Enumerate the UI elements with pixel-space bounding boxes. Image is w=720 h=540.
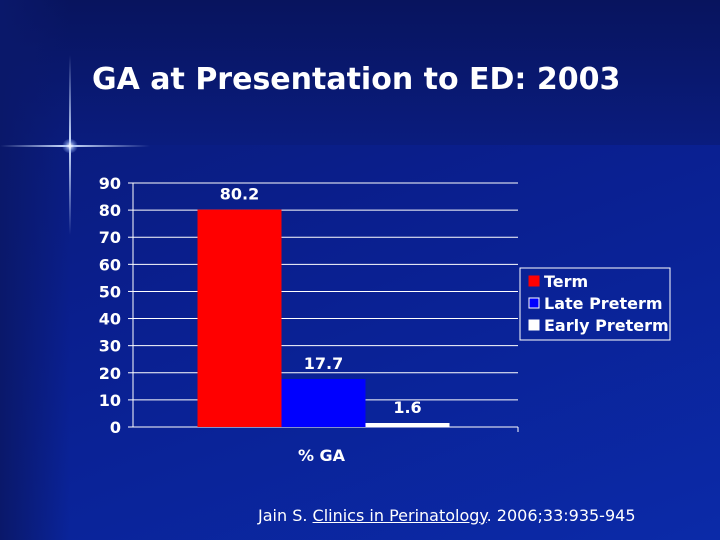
y-tick-label-60: 60 <box>99 255 121 274</box>
y-tick-label-50: 50 <box>99 282 121 301</box>
legend-label-early-preterm: Early Preterm <box>544 316 669 335</box>
citation: Jain S. Clinics in Perinatology. 2006;33… <box>258 506 636 525</box>
legend-box <box>519 267 671 341</box>
background-top-band <box>0 0 720 145</box>
y-tick-label-40: 40 <box>99 310 121 329</box>
y-tick-label-0: 0 <box>110 418 121 437</box>
data-label-early-preterm: 1.6 <box>393 398 421 417</box>
data-label-term: 80.2 <box>220 185 259 204</box>
x-category-label: % GA <box>298 446 346 465</box>
data-label-late-preterm: 17.7 <box>304 354 343 373</box>
y-tick-label-10: 10 <box>99 391 121 410</box>
bar-late-preterm <box>281 379 366 427</box>
citation-journal[interactable]: Clinics in Perinatology <box>312 506 487 525</box>
star-flare-core <box>62 139 78 153</box>
y-tick-label-30: 30 <box>99 337 121 356</box>
legend-swatch-early-preterm <box>528 319 540 331</box>
bar-term <box>197 209 282 427</box>
slide-title: GA at Presentation to ED: 2003 <box>92 62 621 97</box>
bar-early-preterm <box>365 423 450 427</box>
legend-swatch-term <box>528 275 540 287</box>
y-tick-label-20: 20 <box>99 364 121 383</box>
legend-swatch-late-preterm <box>528 297 540 309</box>
y-tick-label-90: 90 <box>99 174 121 193</box>
background-left-band <box>0 0 70 540</box>
y-tick-label-80: 80 <box>99 201 121 220</box>
citation-author: Jain S. <box>258 506 308 525</box>
y-tick-label-70: 70 <box>99 228 121 247</box>
citation-details: . 2006;33:935-945 <box>486 506 636 525</box>
legend-label-late-preterm: Late Preterm <box>544 294 663 313</box>
legend-label-term: Term <box>544 272 588 291</box>
